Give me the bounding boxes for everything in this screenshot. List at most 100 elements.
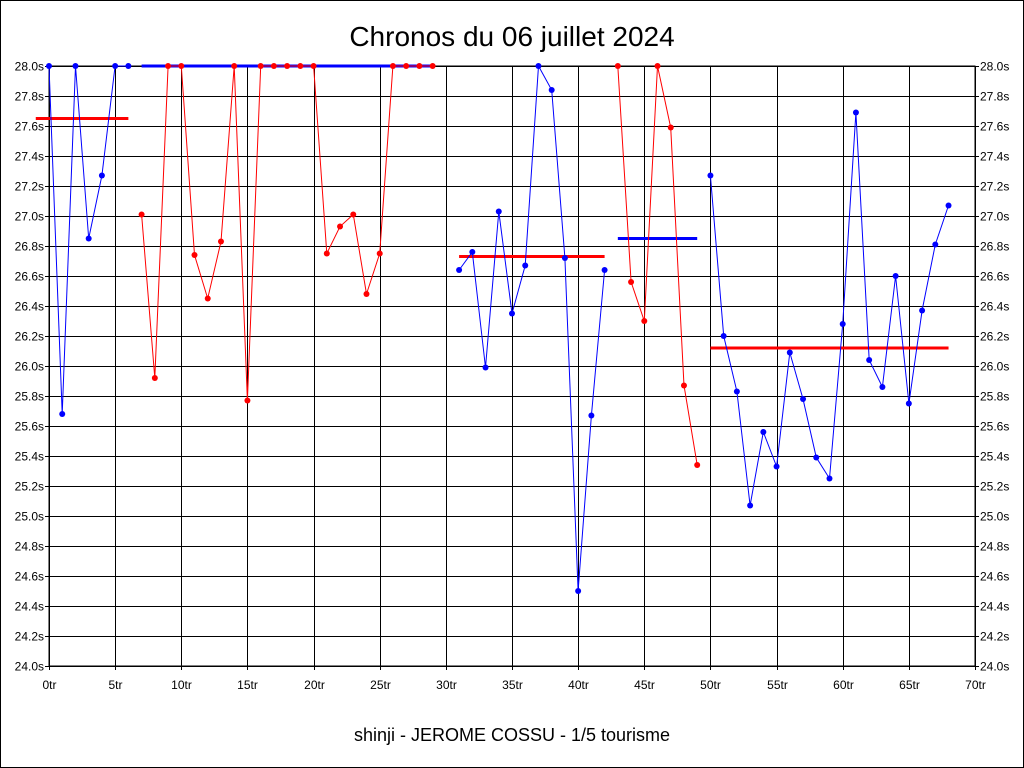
data-point	[813, 454, 820, 461]
average-lines	[35, 64, 949, 350]
y-tick-label-left: 26.4s	[15, 300, 44, 314]
x-tick-label: 40tr	[568, 678, 589, 692]
data-point	[826, 475, 833, 482]
y-tick-label-left: 26.0s	[15, 360, 44, 374]
x-tick-label: 30tr	[436, 678, 457, 692]
series-line	[141, 65, 433, 401]
y-tick-label-left: 27.2s	[15, 180, 44, 194]
y-tick-label-right: 26.2s	[980, 330, 1009, 344]
data-point	[350, 211, 357, 218]
data-point	[416, 63, 423, 69]
data-point	[429, 63, 436, 69]
x-tick-label: 45tr	[634, 678, 655, 692]
y-tick-label-right: 24.2s	[980, 630, 1009, 644]
data-point	[866, 357, 873, 363]
data-point	[98, 172, 105, 179]
y-tick-label-left: 25.2s	[15, 480, 44, 494]
data-point	[284, 63, 291, 69]
chart-title: Chronos du 06 juillet 2024	[349, 21, 674, 52]
data-point	[191, 252, 198, 258]
data-point	[680, 382, 687, 389]
data-point	[297, 63, 304, 69]
data-point	[760, 429, 767, 435]
y-tick-label-right: 24.8s	[980, 540, 1009, 554]
data-point	[482, 364, 489, 371]
y-tick-label-right: 27.0s	[980, 210, 1009, 224]
data-point	[800, 396, 807, 402]
data-point	[773, 463, 780, 470]
y-tick-label-left: 25.8s	[15, 390, 44, 404]
data-point	[905, 400, 912, 407]
series-line	[617, 65, 698, 466]
x-tick-label: 0tr	[42, 678, 56, 692]
x-tick-label: 20tr	[304, 678, 325, 692]
data-point	[469, 249, 476, 255]
y-tick-label-right: 25.2s	[980, 480, 1009, 494]
series-line	[709, 112, 949, 506]
y-tick-label-left: 24.6s	[15, 570, 44, 584]
data-point	[178, 63, 185, 69]
y-axis-left-ticks: 24.0s 24.2s 24.4s 24.6s 24.8s 25.0s 25.2s 25.4s…	[15, 60, 44, 674]
data-point	[389, 63, 396, 69]
chart-footer: shinji - JEROME COSSU - 1/5 tourisme	[354, 725, 670, 745]
y-tick-label-left: 24.4s	[15, 600, 44, 614]
data-point	[376, 250, 383, 257]
x-tick-label: 15tr	[237, 678, 258, 692]
y-tick-label-right: 25.0s	[980, 510, 1009, 524]
data-point	[59, 411, 66, 417]
data-point	[786, 349, 793, 356]
data-point	[614, 63, 621, 69]
y-tick-label-right: 27.4s	[980, 150, 1009, 164]
y-tick-label-right: 27.8s	[980, 90, 1009, 104]
y-tick-label-right: 26.8s	[980, 240, 1009, 254]
y-tick-label-left: 27.8s	[15, 90, 44, 104]
data-point	[217, 238, 224, 245]
y-tick-label-right: 26.0s	[980, 360, 1009, 374]
data-point	[257, 63, 264, 69]
data-point	[403, 63, 410, 69]
data-point	[72, 63, 79, 69]
y-tick-label-right: 25.6s	[980, 420, 1009, 434]
data-point	[720, 333, 727, 339]
data-point	[667, 124, 674, 131]
y-tick-label-left: 27.4s	[15, 150, 44, 164]
data-point	[165, 63, 172, 69]
y-axis-right-ticks: 24.0s 24.2s 24.4s 24.6s 24.8s 25.0s 25.2s 25.4s…	[980, 60, 1009, 674]
data-point	[310, 63, 317, 69]
y-tick-label-left: 28.0s	[15, 60, 44, 74]
y-tick-label-right: 26.6s	[980, 270, 1009, 284]
data-point	[601, 267, 608, 273]
data-point	[932, 241, 939, 248]
series-line	[458, 64, 606, 592]
y-tick-label-right: 26.4s	[980, 300, 1009, 314]
data-point	[879, 384, 886, 390]
data-point	[204, 295, 211, 302]
y-tick-label-right: 27.2s	[980, 180, 1009, 194]
grid	[45, 65, 979, 670]
x-tick-label: 65tr	[899, 678, 920, 692]
data-points	[46, 63, 952, 594]
y-tick-label-left: 26.8s	[15, 240, 44, 254]
data-point	[522, 262, 529, 269]
data-point	[641, 318, 648, 324]
y-tick-label-right: 24.0s	[980, 660, 1009, 674]
x-tick-label: 70tr	[965, 678, 986, 692]
data-point	[151, 375, 158, 381]
y-tick-label-right: 24.6s	[980, 570, 1009, 584]
y-tick-label-right: 27.6s	[980, 120, 1009, 134]
data-point	[588, 412, 595, 419]
data-point	[85, 235, 92, 242]
x-tick-label: 5tr	[108, 678, 122, 692]
data-point	[231, 63, 238, 69]
x-tick-label: 35tr	[502, 678, 523, 692]
y-tick-label-left: 26.6s	[15, 270, 44, 284]
data-point	[270, 63, 277, 69]
y-tick-label-left: 27.0s	[15, 210, 44, 224]
data-point	[561, 255, 568, 261]
x-tick-label: 55tr	[767, 678, 788, 692]
data-point	[733, 388, 740, 395]
data-point	[839, 321, 846, 327]
data-point	[495, 208, 502, 215]
y-tick-label-right: 25.4s	[980, 450, 1009, 464]
data-point	[628, 279, 635, 285]
